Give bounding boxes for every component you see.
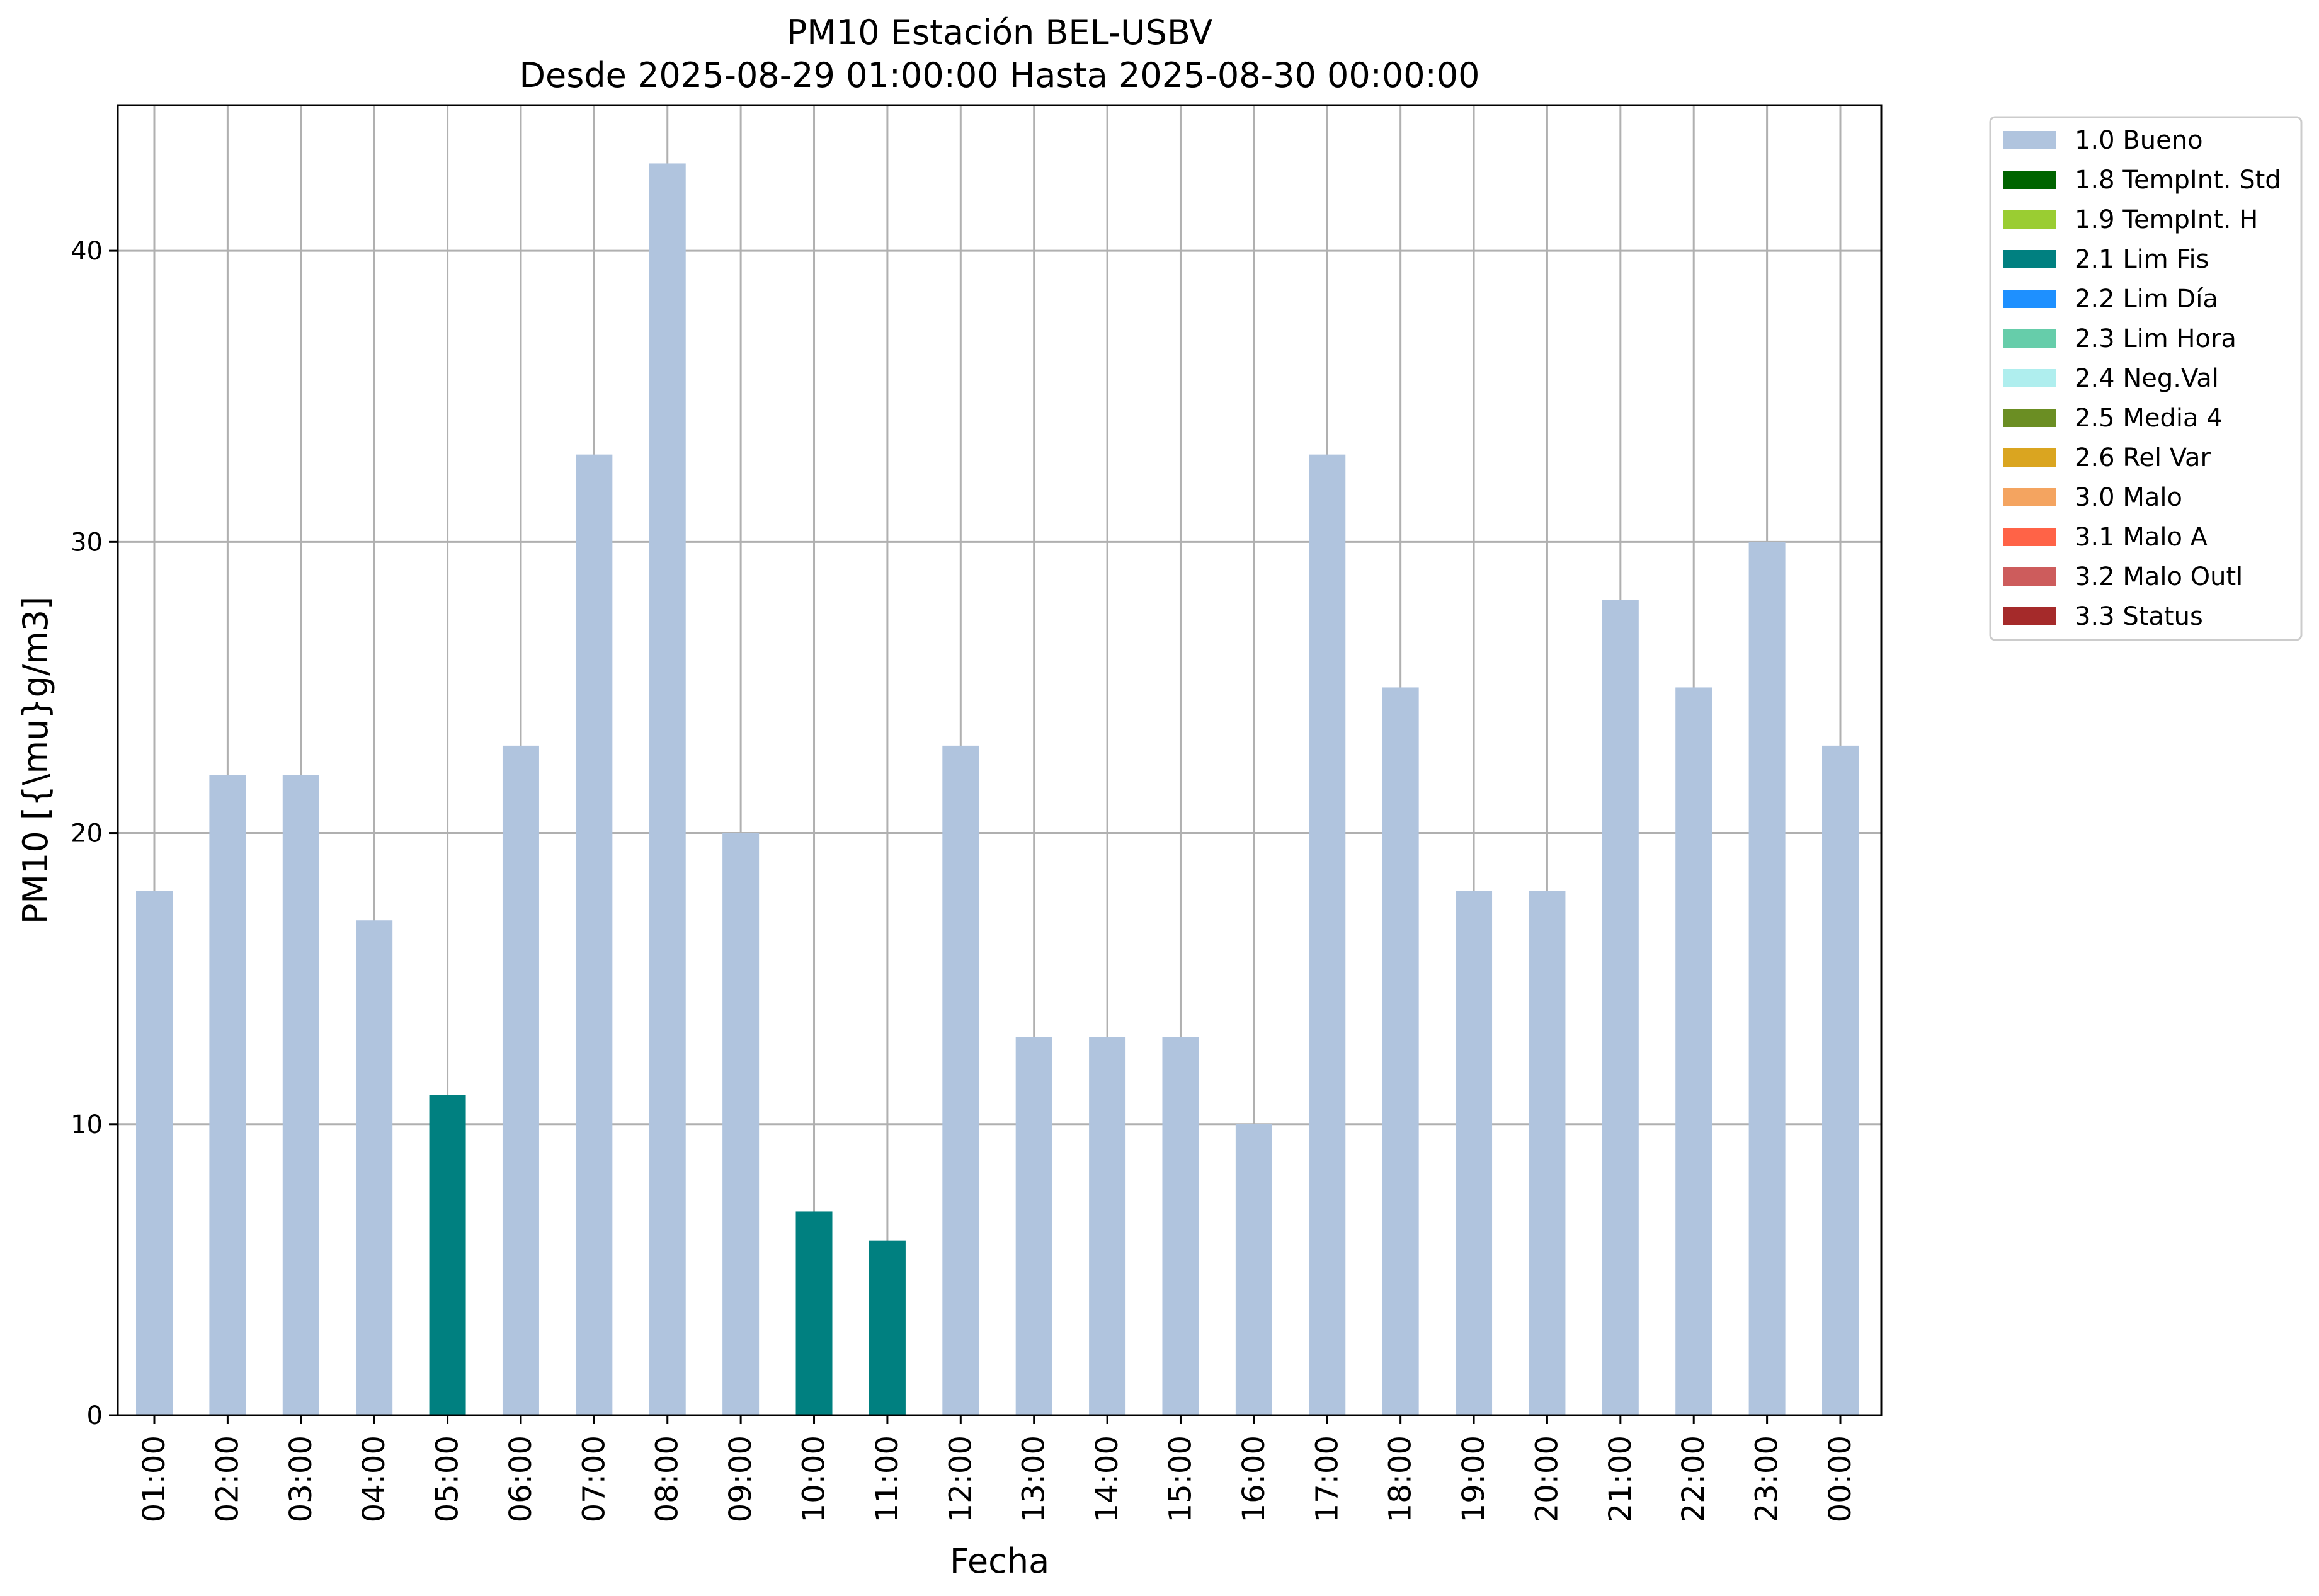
legend-label: 2.4 Neg.Val [2075, 364, 2219, 393]
x-tick-label: 15:00 [1163, 1435, 1198, 1522]
legend-swatch [2003, 488, 2056, 506]
legend-label: 2.6 Rel Var [2075, 443, 2211, 472]
legend-label: 3.3 Status [2075, 602, 2203, 631]
x-axis: 01:00 02:00 03:00 04:00 05:00 06:00 07:00 08:00… [137, 1415, 1858, 1522]
bar [1748, 542, 1786, 1416]
bar [502, 745, 539, 1415]
legend-swatch [2003, 210, 2056, 229]
bar [356, 920, 393, 1415]
legend-swatch [2003, 607, 2056, 625]
x-tick-label: 12:00 [943, 1435, 978, 1522]
x-tick-label: 20:00 [1529, 1435, 1564, 1522]
bar [869, 1240, 906, 1415]
bar [1602, 600, 1639, 1415]
bar [576, 454, 613, 1415]
legend-swatch [2003, 369, 2056, 387]
legend-swatch [2003, 567, 2056, 586]
x-tick-label: 17:00 [1309, 1435, 1345, 1522]
legend-label: 1.8 TempInt. Std [2075, 166, 2281, 195]
legend-swatch [2003, 250, 2056, 268]
x-tick-label: 01:00 [137, 1435, 172, 1522]
chart-title: PM10 Estación BEL-USBV [787, 13, 1213, 52]
bar [1529, 891, 1566, 1415]
x-tick-label: 08:00 [650, 1435, 685, 1522]
bar [1675, 687, 1712, 1415]
x-axis-label: Fecha [950, 1541, 1049, 1581]
bar [722, 833, 760, 1415]
legend-label: 3.0 Malo [2075, 483, 2182, 512]
y-tick-label: 20 [71, 819, 103, 848]
bar [1456, 891, 1493, 1415]
legend-label: 2.2 Lim Día [2075, 285, 2218, 314]
chart-subtitle: Desde 2025-08-29 01:00:00 Hasta 2025-08-… [519, 55, 1479, 95]
legend-swatch [2003, 409, 2056, 427]
x-tick-label: 16:00 [1236, 1435, 1272, 1522]
x-tick-label: 13:00 [1017, 1435, 1052, 1522]
bar [1089, 1037, 1126, 1415]
x-tick-label: 07:00 [576, 1435, 612, 1522]
x-tick-label: 03:00 [283, 1435, 319, 1522]
bar [1015, 1037, 1052, 1415]
x-tick-label: 14:00 [1090, 1435, 1125, 1522]
y-axis: 0 10 20 30 40 [71, 237, 118, 1430]
bar [1309, 454, 1346, 1415]
x-tick-label: 06:00 [503, 1435, 538, 1522]
x-tick-label: 10:00 [797, 1435, 832, 1522]
legend-box [1989, 116, 2303, 641]
bar [282, 775, 319, 1415]
y-tick-label: 10 [71, 1110, 103, 1139]
legend-label: 1.9 TempInt. H [2075, 205, 2258, 234]
plot-frame [117, 104, 1883, 1416]
legend-label: 3.2 Malo Outl [2075, 562, 2243, 591]
x-tick-label: 04:00 [356, 1435, 392, 1522]
legend-swatch [2003, 131, 2056, 149]
x-tick-label: 21:00 [1603, 1435, 1638, 1522]
bar [1382, 687, 1419, 1415]
x-tick-label: 23:00 [1750, 1435, 1785, 1522]
y-tick-label: 40 [71, 237, 103, 266]
x-tick-label: 00:00 [1823, 1435, 1858, 1522]
bar [429, 1095, 466, 1415]
legend-label: 2.1 Lim Fis [2075, 245, 2209, 274]
y-tick-label: 0 [87, 1401, 103, 1430]
x-tick-label: 18:00 [1383, 1435, 1418, 1522]
x-tick-label: 05:00 [430, 1435, 465, 1522]
bar [795, 1211, 833, 1415]
x-tick-label: 11:00 [870, 1435, 905, 1522]
legend: 1.0 Bueno 1.8 TempInt. Std 1.9 TempInt. H 2… [1989, 116, 2303, 641]
legend-swatch [2003, 171, 2056, 189]
bars [136, 163, 1859, 1416]
legend-label: 2.5 Media 4 [2075, 404, 2223, 433]
legend-swatch [2003, 329, 2056, 348]
bar [942, 745, 979, 1415]
legend-label: 3.1 Malo A [2075, 523, 2208, 552]
legend-swatch [2003, 448, 2056, 467]
legend-label: 2.3 Lim Hora [2075, 324, 2236, 353]
legend-label: 1.0 Bueno [2075, 126, 2203, 155]
x-tick-label: 19:00 [1456, 1435, 1491, 1522]
x-tick-label: 22:00 [1676, 1435, 1711, 1522]
bar [136, 891, 173, 1415]
bar [1162, 1037, 1199, 1415]
bar [1822, 745, 1859, 1415]
y-axis-label: PM10 [{\mu}g/m3] [16, 596, 55, 924]
bar [649, 163, 686, 1415]
legend-swatch [2003, 528, 2056, 546]
bar [1235, 1124, 1272, 1415]
x-tick-label: 02:00 [210, 1435, 245, 1522]
bar [209, 775, 246, 1415]
y-tick-label: 30 [71, 528, 103, 557]
x-tick-label: 09:00 [723, 1435, 758, 1522]
legend-swatch [2003, 290, 2056, 308]
